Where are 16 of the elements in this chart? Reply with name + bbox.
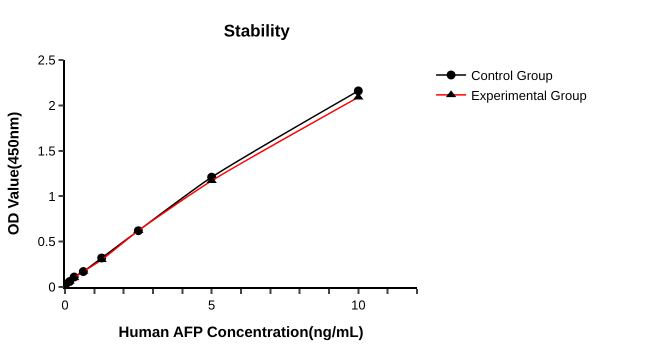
y-tick-label: 2.5 <box>38 52 56 68</box>
legend-label: Experimental Group <box>471 88 587 103</box>
x-tick-label: 10 <box>351 297 366 312</box>
y-axis-title: OD Value(450nm) <box>5 112 22 236</box>
point <box>354 86 363 96</box>
y-tick-label: 1.5 <box>38 143 56 158</box>
legend-label: Control Group <box>471 68 553 84</box>
y-tick-label: 0 <box>48 280 56 295</box>
point <box>65 277 75 284</box>
chart-title: Stability <box>224 21 290 40</box>
y-tick-label: 2 <box>48 98 56 113</box>
x-tick-label: 5 <box>208 297 216 312</box>
x-axis-title: Human AFP Concentration(ng/mL) <box>118 324 364 341</box>
x-tick-label: 0 <box>61 297 69 312</box>
y-tick-label: 1 <box>48 188 56 204</box>
y-tick-label: 0.5 <box>38 234 56 250</box>
